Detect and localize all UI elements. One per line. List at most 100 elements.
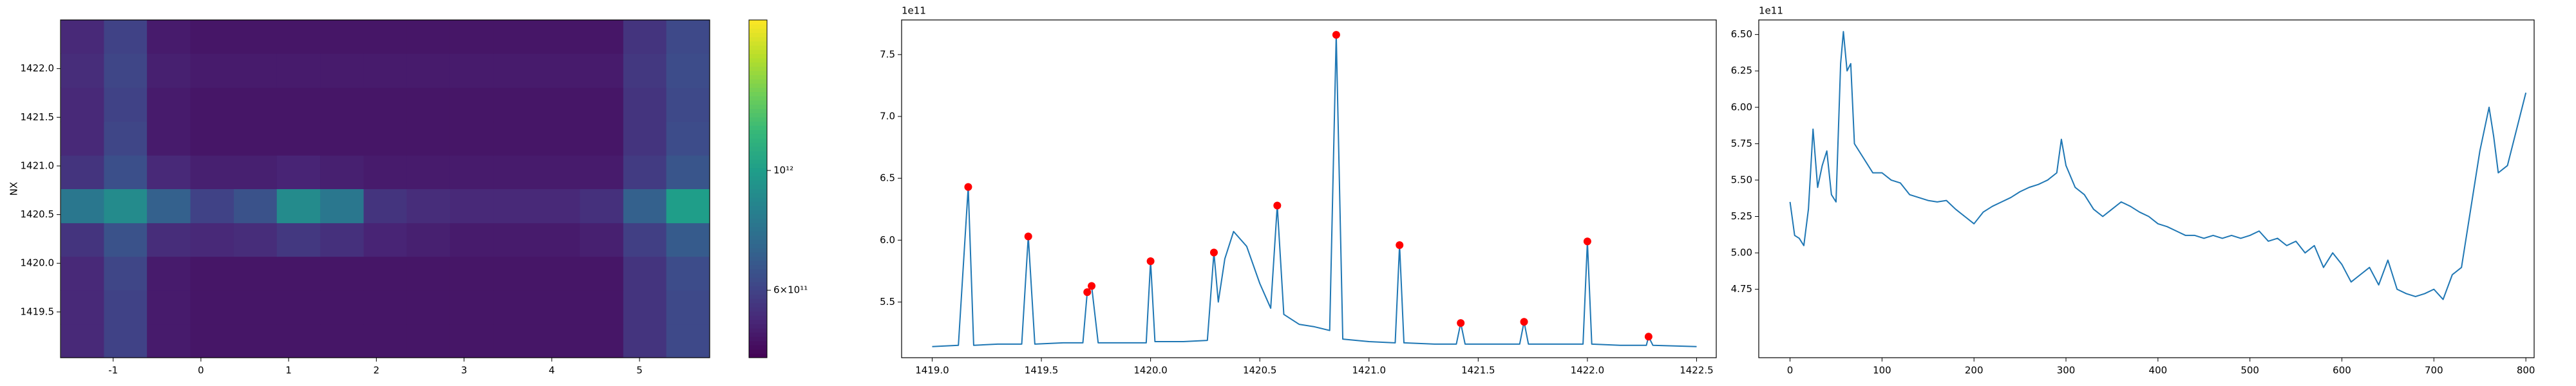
heatmap-cell xyxy=(234,155,278,189)
colorbar-strip xyxy=(749,24,767,29)
colorbar-strip xyxy=(749,49,767,54)
colorbar-strip xyxy=(749,75,767,80)
heatmap-cell xyxy=(320,324,365,358)
heatmap-cell xyxy=(276,53,321,88)
x-tick-label: 800 xyxy=(2517,365,2535,376)
x-tick-label: 500 xyxy=(2240,365,2259,376)
heatmap-cell xyxy=(61,87,104,122)
heatmap-cell xyxy=(406,87,451,122)
heatmap-cell xyxy=(406,20,451,54)
heatmap-cell xyxy=(61,155,104,189)
heatmap-cell xyxy=(406,223,451,257)
colorbar-strip xyxy=(749,70,767,75)
heatmap-cell xyxy=(190,256,234,291)
heatmap-cell xyxy=(234,87,278,122)
colorbar-strip xyxy=(749,239,767,244)
heatmap-cell xyxy=(666,53,710,88)
colorbar-strip xyxy=(749,172,767,177)
colorbar-strip xyxy=(749,256,767,261)
offset-label: 1e11 xyxy=(902,5,926,17)
heatmap-cell xyxy=(536,256,580,291)
heatmap-cell xyxy=(406,122,451,156)
heatmap-cell xyxy=(363,223,407,257)
heatmap-cell xyxy=(104,223,147,257)
heatmap-cell xyxy=(623,223,667,257)
heatmap-cell xyxy=(104,122,147,156)
y-tick-label: 6.50 xyxy=(1731,28,1752,40)
colorbar-strip xyxy=(749,142,767,147)
heatmap-cell xyxy=(536,20,580,54)
colorbar-strip xyxy=(749,104,767,109)
heatmap-cell xyxy=(190,20,234,54)
colorbar-strip xyxy=(749,62,767,67)
heatmap-cell xyxy=(623,155,667,189)
axes-frame xyxy=(60,19,710,358)
x-tick-label: 5 xyxy=(636,365,643,376)
heatmap-cell xyxy=(536,53,580,88)
heatmap-cell xyxy=(147,290,191,325)
colorbar-strip xyxy=(749,345,767,350)
colorbar-strip xyxy=(749,281,767,286)
peak-marker xyxy=(1273,201,1282,210)
peak-marker xyxy=(964,183,972,191)
heatmap-cell xyxy=(190,223,234,257)
heatmap-cell xyxy=(61,256,104,291)
colorbar-strip xyxy=(749,78,767,84)
heatmap-cell xyxy=(536,155,580,189)
colorbar-strip xyxy=(749,214,767,219)
y-tick-label: 5.00 xyxy=(1731,247,1752,259)
x-tick-label: 1419.5 xyxy=(1025,365,1059,376)
line-series xyxy=(932,34,1697,347)
heatmap-cell xyxy=(147,87,191,122)
colorbar-strip xyxy=(749,129,767,134)
colorbar-strip xyxy=(749,163,767,169)
colorbar-strip xyxy=(749,210,767,215)
heatmap-cell xyxy=(450,122,494,156)
heatmap-cell xyxy=(450,223,494,257)
y-tick-label: 1419.5 xyxy=(21,306,55,317)
colorbar-strip xyxy=(749,311,767,316)
colorbar-strip xyxy=(749,58,767,63)
offset-label: 1e11 xyxy=(1759,5,1783,17)
colorbar-strip xyxy=(749,159,767,164)
colorbar-strip xyxy=(749,167,767,172)
heatmap-cell xyxy=(147,223,191,257)
heatmap-cell xyxy=(623,290,667,325)
colorbar-strip xyxy=(749,223,767,228)
peak-marker xyxy=(1146,257,1155,265)
heatmap-cells xyxy=(61,20,710,358)
colorbar-strip xyxy=(749,180,767,185)
y-tick-label: 6.5 xyxy=(880,172,895,184)
heatmap-cell xyxy=(623,256,667,291)
colorbar-strip xyxy=(749,294,767,299)
x-tick-label: 1422.0 xyxy=(1571,365,1605,376)
colorbar-strip xyxy=(749,205,767,210)
heatmap-cell xyxy=(493,122,537,156)
colorbar-strip xyxy=(749,155,767,160)
heatmap-cell xyxy=(234,53,278,88)
heatmap-cell xyxy=(61,290,104,325)
heatmap-cell xyxy=(147,188,191,223)
heatmap-cell xyxy=(104,188,147,223)
heatmap-cell xyxy=(406,53,451,88)
heatmap-cell xyxy=(666,290,710,325)
x-tick-label: 300 xyxy=(2057,365,2076,376)
heatmap-cell xyxy=(666,223,710,257)
heatmap-cell xyxy=(320,290,365,325)
heatmap-cell xyxy=(61,53,104,88)
heatmap-cell xyxy=(104,87,147,122)
heatmap-cell xyxy=(61,20,104,54)
colorbar-strip xyxy=(749,197,767,202)
heatmap-cell xyxy=(493,87,537,122)
heatmap-cell xyxy=(234,256,278,291)
heatmap-cell xyxy=(666,122,710,156)
heatmap-cell xyxy=(104,256,147,291)
x-tick-label: 1419.0 xyxy=(915,365,949,376)
heatmap-cell xyxy=(623,53,667,88)
heatmap-cell xyxy=(450,155,494,189)
colorbar-strip xyxy=(749,277,767,282)
y-tick-label: 5.75 xyxy=(1731,138,1752,149)
colorbar-strip xyxy=(749,138,767,143)
heatmap-cell xyxy=(536,290,580,325)
